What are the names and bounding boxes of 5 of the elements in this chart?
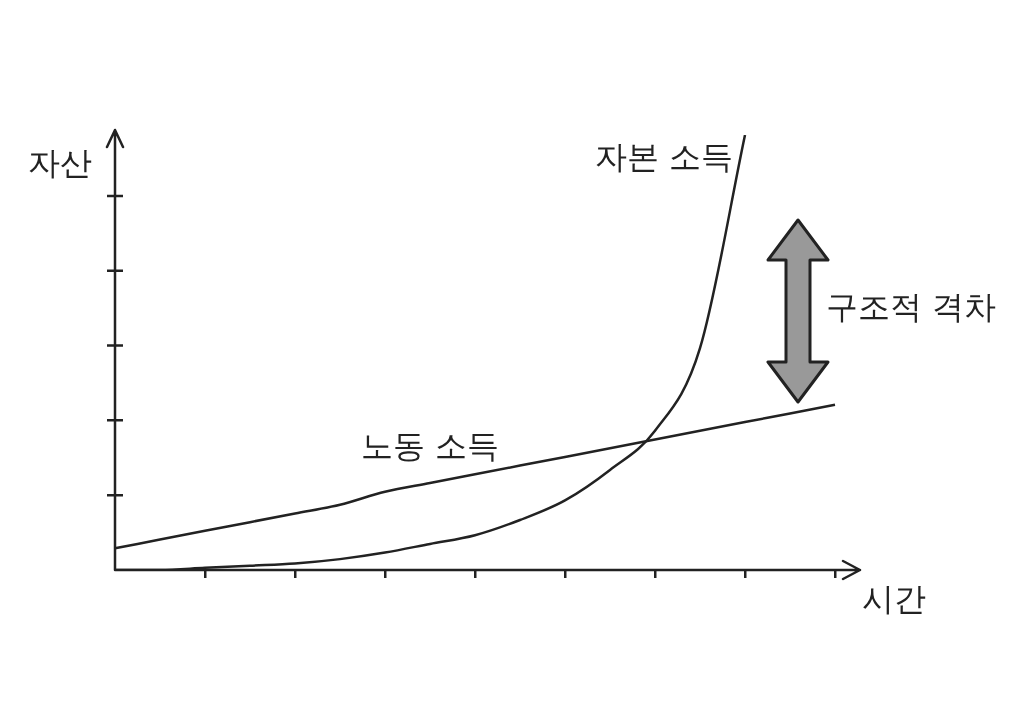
series-label: 자본 소득 <box>594 138 733 177</box>
x-axis-title: 시간 <box>862 579 926 620</box>
y-axis-title: 자산 <box>28 143 92 184</box>
series-label: 노동 소득 <box>360 427 500 466</box>
annotation: 구조적 격차 <box>826 287 997 328</box>
